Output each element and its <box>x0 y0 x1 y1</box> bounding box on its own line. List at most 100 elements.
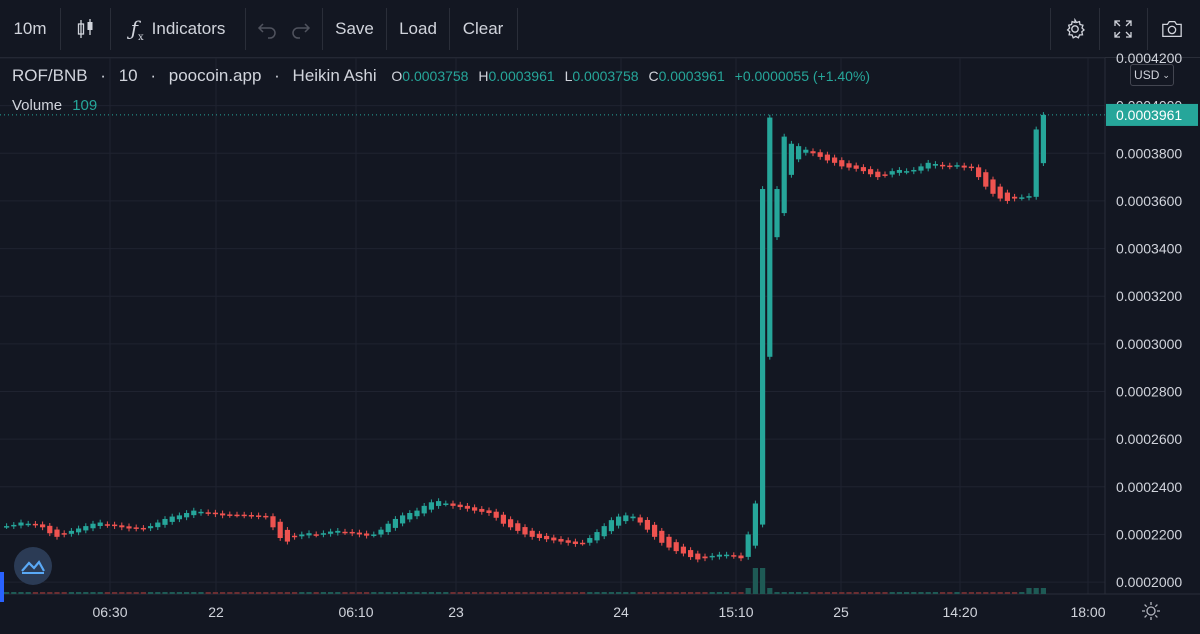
candle-body <box>277 521 283 539</box>
volume-value: 109 <box>72 97 98 114</box>
candle-body <box>284 529 290 542</box>
toolbar-divider <box>1099 8 1100 50</box>
volume-bar <box>846 592 852 594</box>
candle-body <box>306 533 312 536</box>
currency-select[interactable]: USD ⌄ <box>1130 64 1174 86</box>
volume-bar <box>464 592 470 594</box>
poocoin-logo[interactable] <box>14 547 52 585</box>
indicators-button[interactable]: ƒx Indicators <box>112 0 244 58</box>
volume-bar <box>680 592 686 594</box>
candle-body <box>947 165 953 168</box>
price-tick-label: 0.0002000 <box>1116 574 1182 590</box>
fullscreen-button[interactable] <box>1100 0 1146 58</box>
time-tick-label: 24 <box>613 604 629 620</box>
candle-body <box>853 165 859 169</box>
candle-body <box>212 512 218 515</box>
volume-bar <box>644 592 650 594</box>
volume-bar <box>342 592 348 594</box>
volume-bar <box>1033 588 1039 594</box>
candle-body <box>428 502 434 510</box>
volume-bar <box>270 592 276 594</box>
volume-bar <box>335 592 341 594</box>
interval-value: 10 <box>118 66 138 85</box>
volume-bar <box>738 592 744 594</box>
candle-body <box>112 524 118 527</box>
candle-body <box>508 519 514 528</box>
volume-bar <box>954 592 960 594</box>
volume-bar <box>1012 592 1018 594</box>
snapshot-button[interactable] <box>1148 0 1196 58</box>
candle-body <box>364 533 370 536</box>
candle-body <box>162 518 168 525</box>
volume-legend: Volume 109 <box>12 97 97 114</box>
settings-button[interactable] <box>1052 0 1098 58</box>
time-tick-label: 22 <box>208 604 224 620</box>
volume-bar <box>616 592 622 594</box>
price-tick-label: 0.0003000 <box>1116 336 1182 352</box>
save-button[interactable]: Save <box>323 0 386 58</box>
chart-type-button[interactable] <box>62 0 110 58</box>
volume-bar <box>724 592 730 594</box>
toolbar-divider <box>110 8 111 50</box>
volume-bars <box>4 568 1046 594</box>
redo-button[interactable] <box>284 0 318 58</box>
volume-bar <box>356 592 362 594</box>
candlestick-icon <box>77 19 93 38</box>
candle-body <box>54 529 60 537</box>
candle-body <box>270 516 276 528</box>
candle-body <box>623 515 629 522</box>
candle-body <box>752 503 758 546</box>
volume-bar <box>263 592 269 594</box>
volume-label: Volume <box>12 97 63 114</box>
left-edge-marker <box>0 572 4 602</box>
candle-body <box>522 527 528 535</box>
gear-icon <box>1066 18 1085 39</box>
candle-body <box>976 167 982 178</box>
volume-bar <box>68 592 74 594</box>
theme-toggle[interactable] <box>1140 600 1162 627</box>
volume-bar <box>882 592 888 594</box>
candle-body <box>940 164 946 167</box>
clear-button[interactable]: Clear <box>450 0 516 58</box>
volume-bar <box>932 592 938 594</box>
chevron-down-icon: ⌄ <box>1162 69 1170 80</box>
volume-bar <box>140 592 146 594</box>
volume-bar <box>544 592 550 594</box>
interval-button[interactable]: 10m <box>0 0 60 58</box>
candle-body <box>1040 114 1046 164</box>
volume-bar <box>472 592 478 594</box>
time-tick-label: 18:00 <box>1070 604 1105 620</box>
price-tick-label: 0.0003600 <box>1116 193 1182 209</box>
candle-body <box>220 513 226 516</box>
volume-bar <box>601 592 607 594</box>
candle-body <box>954 165 960 167</box>
candle-body <box>392 518 398 528</box>
candle-body <box>32 523 38 526</box>
open-label: O <box>391 68 403 84</box>
low-label: L <box>564 68 573 84</box>
volume-bar <box>508 592 514 594</box>
volume-bar <box>918 592 924 594</box>
candle-body <box>680 546 686 554</box>
volume-bar <box>220 592 226 594</box>
candle-body <box>4 526 10 528</box>
load-button[interactable]: Load <box>387 0 449 58</box>
candle-body <box>450 503 456 506</box>
sun-icon <box>1142 602 1160 620</box>
volume-bar <box>407 592 413 594</box>
symbol-label[interactable]: ROF/BNB <box>12 66 88 85</box>
volume-bar <box>911 592 917 594</box>
candle-body <box>587 538 593 543</box>
candle-body <box>846 163 852 168</box>
volume-bar <box>594 592 600 594</box>
volume-bar <box>299 592 305 594</box>
time-tick-label: 14:20 <box>942 604 977 620</box>
volume-bar <box>976 592 982 594</box>
candle-body <box>378 529 384 535</box>
volume-bar <box>630 592 636 594</box>
candle-body <box>205 512 211 514</box>
volume-bar <box>839 592 845 594</box>
candle-body <box>342 531 348 534</box>
undo-button[interactable] <box>250 0 284 58</box>
